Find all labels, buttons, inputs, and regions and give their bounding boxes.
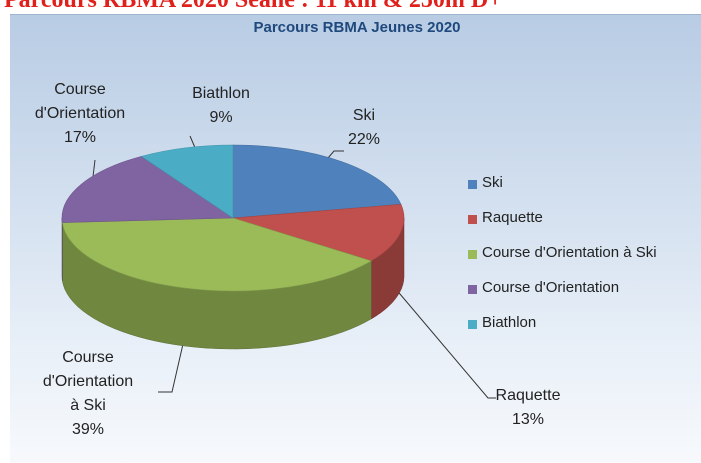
pie-slice xyxy=(61,217,373,292)
data-label-category: Raquette xyxy=(495,387,561,404)
legend-label: Ski xyxy=(482,174,503,191)
data-label: Course d'Orientation 17% xyxy=(20,78,140,150)
legend-swatch xyxy=(468,215,477,224)
legend-swatch xyxy=(468,285,477,294)
legend-label: Biathlon xyxy=(482,314,537,331)
data-label: Biathlon 9% xyxy=(181,82,261,130)
legend-label: Course d'Orientation xyxy=(482,279,620,296)
pie-slice xyxy=(140,144,234,219)
pie-slice xyxy=(61,156,234,223)
data-label: Raquette 13% xyxy=(488,384,568,432)
data-label-category: Course d'Orientation à Ski xyxy=(42,349,134,414)
data-label-category: Biathlon xyxy=(192,85,250,102)
data-label-value: 39% xyxy=(71,421,105,438)
leader-line xyxy=(158,343,184,393)
chart-title: Parcours RBMA Jeunes 2020 xyxy=(253,19,460,36)
data-label-category: Course d'Orientation xyxy=(34,81,126,122)
legend-swatch xyxy=(468,180,477,189)
legend-label: Course d'Orientation à Ski xyxy=(482,244,657,261)
data-label-category: Ski xyxy=(352,107,376,124)
data-label: Course d'Orientation à Ski 39% xyxy=(38,346,138,442)
data-label: Ski 22% xyxy=(334,104,394,152)
leader-line xyxy=(327,150,344,159)
leader-line xyxy=(377,267,496,399)
data-label-value: 17% xyxy=(63,129,97,146)
page-header: Parcours RBMA 2020 Seane : 11 km & 250m … xyxy=(4,0,502,13)
data-label-value: 9% xyxy=(209,109,233,126)
pie-slice xyxy=(232,144,402,219)
legend-label: Raquette xyxy=(482,209,543,226)
data-label-value: 13% xyxy=(511,411,545,428)
pie-slice xyxy=(232,204,405,262)
legend-swatch xyxy=(468,250,477,259)
legend-swatch xyxy=(468,320,477,329)
data-label-value: 22% xyxy=(347,131,381,148)
